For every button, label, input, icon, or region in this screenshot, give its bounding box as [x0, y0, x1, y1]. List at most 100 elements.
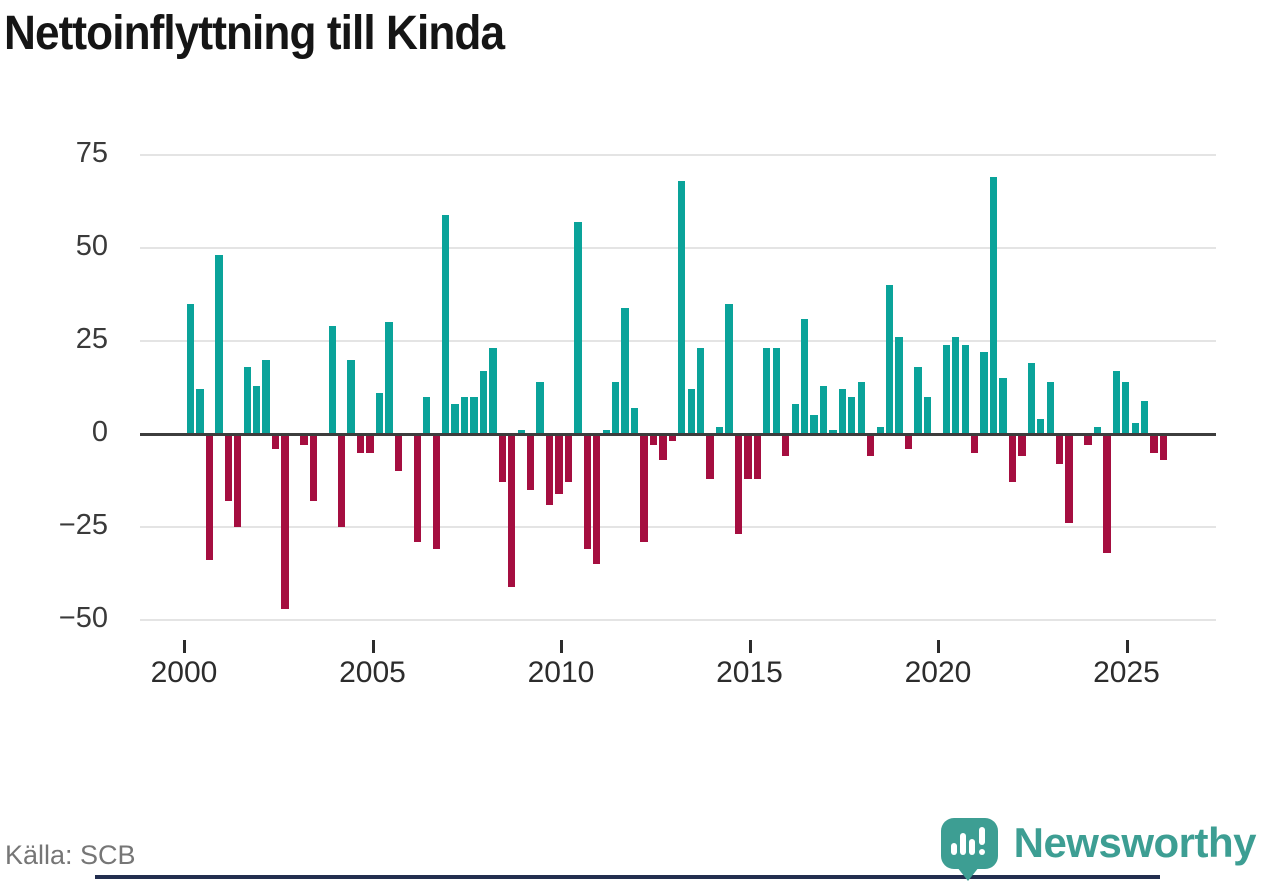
bar-positive	[942, 344, 950, 434]
chart-title: Nettoinflyttning till Kinda	[4, 7, 505, 60]
bar-negative	[1065, 434, 1073, 524]
bar-negative	[593, 434, 601, 565]
x-axis-tick	[1125, 640, 1129, 653]
bar-positive	[772, 348, 780, 434]
logo-bar-icon	[950, 842, 957, 855]
bar-positive	[715, 426, 724, 434]
x-axis-tick-label: 2010	[527, 656, 595, 689]
logo-bar-icon	[968, 838, 975, 855]
bar-negative	[744, 434, 752, 479]
bar-positive	[961, 344, 969, 434]
x-axis-tick-label: 2020	[904, 656, 972, 689]
bar-positive	[678, 181, 686, 434]
bar-negative	[782, 434, 790, 457]
bar-negative	[555, 434, 563, 494]
bar-negative	[867, 434, 875, 457]
y-axis-tick-label: −50	[58, 602, 108, 634]
bar-positive	[999, 378, 1007, 434]
bar-positive	[470, 396, 478, 434]
bar-negative	[640, 434, 648, 542]
bar-positive	[791, 404, 799, 434]
bar-positive	[630, 407, 639, 434]
bar-positive	[215, 255, 223, 434]
bar-negative	[234, 434, 242, 527]
bar-positive	[423, 396, 431, 434]
bar-negative	[1056, 434, 1064, 464]
bar-negative	[659, 434, 667, 461]
bar-negative	[508, 434, 516, 587]
bar-negative	[498, 434, 506, 483]
x-axis-tick-label: 2005	[339, 656, 406, 689]
bar-negative	[545, 434, 554, 505]
bar-negative	[1150, 434, 1158, 453]
bar-positive	[574, 221, 582, 434]
bar-negative	[971, 434, 979, 453]
bar-positive	[262, 359, 270, 434]
bar-negative	[904, 434, 913, 449]
bar-positive	[460, 396, 469, 434]
bar-negative	[271, 434, 280, 449]
bar-positive	[1046, 381, 1054, 434]
bar-negative	[205, 434, 214, 561]
logo-bar-icon	[959, 832, 966, 855]
bar-positive	[1131, 422, 1139, 434]
y-axis-tick-label: 50	[75, 230, 108, 262]
bar-positive	[848, 396, 856, 434]
bar-positive	[243, 367, 251, 434]
bar-positive	[489, 348, 497, 434]
bar-negative	[706, 434, 714, 479]
bar-positive	[810, 415, 818, 434]
bar-positive	[989, 177, 998, 434]
bar-negative	[583, 434, 591, 550]
bar-positive	[725, 303, 733, 434]
bar-negative	[668, 434, 676, 442]
bar-positive	[441, 214, 450, 434]
zero-axis-line	[140, 432, 1216, 436]
bar-positive	[895, 337, 903, 434]
bar-positive	[479, 370, 488, 434]
bar-negative	[649, 434, 658, 446]
y-axis-tick-label: 75	[75, 137, 108, 169]
bar-negative	[734, 434, 743, 535]
bar-positive	[536, 381, 544, 434]
bar-positive	[914, 367, 922, 434]
bar-positive	[857, 381, 865, 434]
bar-positive	[253, 385, 261, 434]
x-axis-tick	[560, 640, 563, 653]
bar-negative	[1159, 434, 1168, 461]
bar-positive	[328, 326, 336, 434]
bar-positive	[196, 389, 204, 434]
bar-negative	[338, 434, 346, 527]
x-axis-tick-label: 2015	[716, 656, 783, 689]
newsworthy-logo[interactable]: Newsworthy	[940, 812, 1257, 881]
bar-negative	[1018, 434, 1026, 457]
bar-positive	[980, 352, 988, 434]
bar-negative	[224, 434, 232, 501]
gridline	[140, 526, 1216, 528]
x-axis-tick	[937, 640, 940, 653]
source-note: Källa: SCB	[5, 840, 136, 870]
bar-positive	[885, 285, 894, 434]
logo-wordmark: Newsworthy	[1013, 819, 1257, 866]
bar-positive	[1112, 370, 1120, 434]
bar-positive	[819, 385, 828, 434]
bar-positive	[517, 430, 525, 434]
bar-positive	[829, 430, 837, 434]
bar-negative	[526, 434, 535, 490]
bar-positive	[952, 337, 960, 434]
bar-negative	[356, 434, 365, 453]
bar-positive	[1037, 419, 1045, 434]
y-axis-tick-label: 0	[91, 416, 108, 448]
bar-negative	[1103, 434, 1111, 554]
bar-positive	[923, 396, 932, 434]
y-axis-tick-label: −25	[58, 509, 108, 541]
bar-positive	[451, 404, 459, 434]
bar-positive	[186, 303, 195, 434]
bar-positive	[1122, 381, 1130, 434]
bar-positive	[1141, 400, 1149, 434]
gridline	[140, 619, 1216, 621]
x-axis-tick-label: 2025	[1093, 656, 1160, 689]
bar-negative	[309, 434, 317, 501]
bar-positive	[687, 389, 695, 434]
bar-positive	[385, 322, 393, 434]
